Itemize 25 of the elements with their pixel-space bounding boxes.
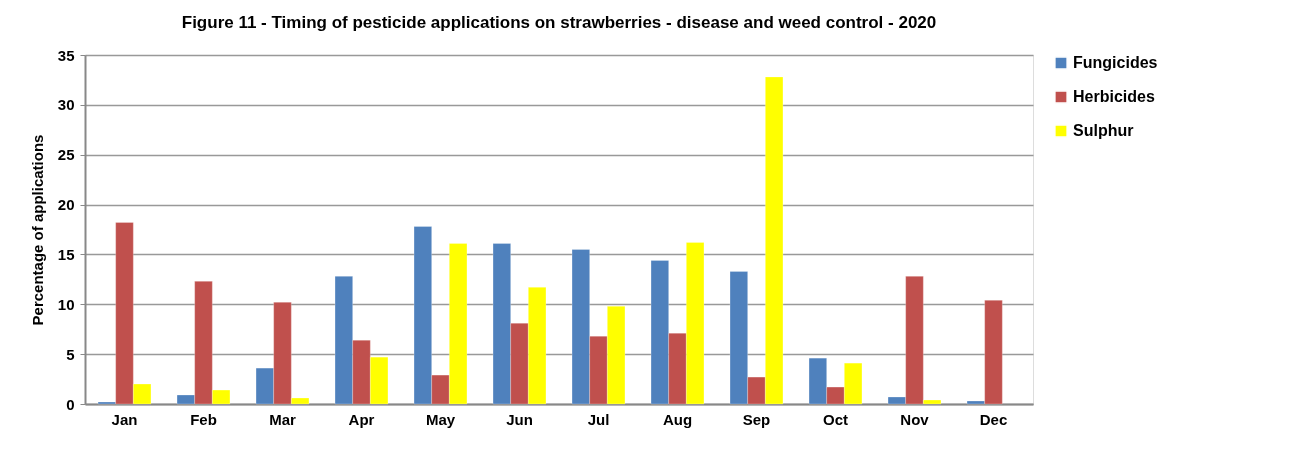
- y-tick-label: 30: [57, 96, 75, 114]
- x-tick-label: Jan: [111, 410, 138, 428]
- y-tick-label: 25: [57, 146, 75, 164]
- y-tick-label: 15: [57, 245, 75, 263]
- x-tick-label: Feb: [190, 410, 217, 428]
- legend-label: Sulphur: [1073, 122, 1134, 139]
- y-tick-label: 35: [57, 46, 75, 64]
- x-tick-label: Dec: [979, 410, 1008, 428]
- y-tick-label: 0: [66, 395, 75, 413]
- x-tick-label: Oct: [822, 410, 849, 428]
- y-tick-label: 20: [57, 196, 75, 214]
- x-tick-label: Nov: [900, 410, 930, 428]
- x-tick-label: Apr: [348, 410, 375, 428]
- y-tick-label: 5: [66, 345, 75, 363]
- y-tick-label: 10: [57, 295, 75, 313]
- legend-label: Herbicides: [1073, 88, 1155, 105]
- x-tick-label: Jul: [587, 410, 610, 428]
- x-tick-label: Aug: [662, 410, 693, 428]
- x-tick-label: Sep: [742, 410, 771, 428]
- x-tick-label: Jun: [506, 410, 533, 428]
- x-tick-label: Mar: [269, 410, 296, 428]
- chart-title: Figure 11 - Timing of pesticide applications on strawberries - disease and weed control - 2020: [181, 13, 937, 32]
- y-axis-title: Percentage of applications: [28, 134, 46, 326]
- x-tick-label: May: [425, 410, 456, 428]
- legend-label: Fungicides: [1073, 54, 1158, 71]
